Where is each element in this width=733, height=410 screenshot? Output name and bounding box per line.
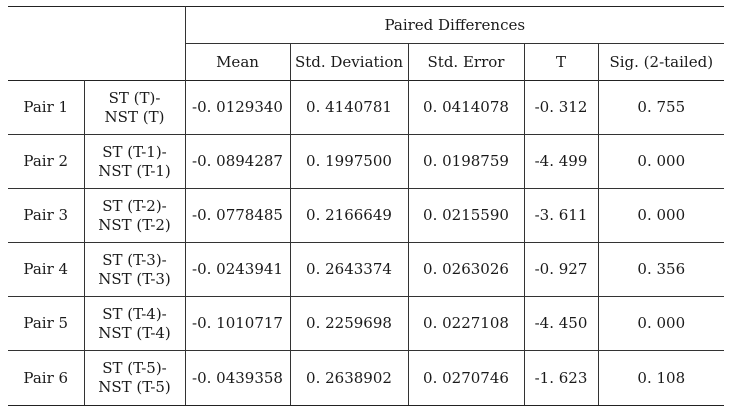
sig-cell: 0. 000 <box>597 188 725 243</box>
pair-description-line1: ST (T)- <box>108 88 161 107</box>
table-row: Pair 3 ST (T-2)- NST (T-2) -0. 0778485 0.… <box>8 188 725 243</box>
pair-label: Pair 2 <box>8 134 85 189</box>
table-row: Pair 5 ST (T-4)- NST (T-4) -0. 1010717 0.… <box>8 296 725 351</box>
pair-description-line1: ST (T-1)- <box>102 142 167 161</box>
mean-cell: -0. 0778485 <box>184 188 291 243</box>
pair-label: Pair 6 <box>8 350 85 406</box>
pair-description: ST (T-4)- NST (T-4) <box>83 296 186 351</box>
table-row: Pair 6 ST (T-5)- NST (T-5) -0. 0439358 0.… <box>8 350 725 406</box>
std-error-cell: 0. 0263026 <box>407 242 525 297</box>
pair-description-line2: NST (T) <box>104 107 165 126</box>
table-header: Paired Differences Mean Std. Deviation S… <box>8 6 725 81</box>
std-deviation-cell: 0. 2166649 <box>289 188 409 243</box>
sig-cell: 0. 000 <box>597 296 725 351</box>
t-cell: -4. 450 <box>523 296 599 351</box>
pair-description-line2: NST (T-3) <box>98 269 171 288</box>
std-error-cell: 0. 0227108 <box>407 296 525 351</box>
column-header-sig: Sig. (2-tailed) <box>597 43 725 81</box>
pair-description-line1: ST (T-2)- <box>102 196 167 215</box>
std-deviation-cell: 0. 1997500 <box>289 134 409 189</box>
pair-description-line1: ST (T-4)- <box>102 304 167 323</box>
std-deviation-cell: 0. 2638902 <box>289 350 409 406</box>
column-header-t: T <box>523 43 599 81</box>
pair-label: Pair 1 <box>8 80 85 135</box>
pair-description: ST (T)- NST (T) <box>83 80 186 135</box>
std-deviation-cell: 0. 4140781 <box>289 80 409 135</box>
sig-cell: 0. 108 <box>597 350 725 406</box>
mean-cell: -0. 0439358 <box>184 350 291 406</box>
sig-cell: 0. 356 <box>597 242 725 297</box>
t-cell: -0. 927 <box>523 242 599 297</box>
pair-description: ST (T-3)- NST (T-3) <box>83 242 186 297</box>
std-error-cell: 0. 0198759 <box>407 134 525 189</box>
sig-cell: 0. 000 <box>597 134 725 189</box>
std-deviation-cell: 0. 2643374 <box>289 242 409 297</box>
table-row: Pair 2 ST (T-1)- NST (T-1) -0. 0894287 0.… <box>8 134 725 189</box>
pair-description-line2: NST (T-2) <box>98 215 171 234</box>
column-header-mean: Mean <box>185 43 291 81</box>
table-row: Pair 4 ST (T-3)- NST (T-3) -0. 0243941 0.… <box>8 242 725 297</box>
pair-description: ST (T-1)- NST (T-1) <box>83 134 186 189</box>
header-row-columns: Mean Std. Deviation Std. Error T Sig. (2… <box>8 43 725 81</box>
mean-cell: -0. 1010717 <box>184 296 291 351</box>
paired-differences-table: Paired Differences Mean Std. Deviation S… <box>8 6 725 406</box>
table-body: Pair 1 ST (T)- NST (T) -0. 0129340 0. 414… <box>8 80 725 406</box>
pair-description-line2: NST (T-1) <box>98 161 171 180</box>
std-error-cell: 0. 0215590 <box>407 188 525 243</box>
t-cell: -1. 623 <box>523 350 599 406</box>
pair-description-line1: ST (T-5)- <box>102 359 167 377</box>
group-title: Paired Differences <box>184 6 725 44</box>
mean-cell: -0. 0894287 <box>184 134 291 189</box>
sig-cell: 0. 755 <box>597 80 725 135</box>
column-header-std-error: Std. Error <box>407 43 525 81</box>
pair-description: ST (T-5)- NST (T-5) <box>83 350 186 406</box>
t-cell: -4. 499 <box>523 134 599 189</box>
mean-cell: -0. 0129340 <box>184 80 291 135</box>
table-row: Pair 1 ST (T)- NST (T) -0. 0129340 0. 414… <box>8 80 725 135</box>
pair-label: Pair 3 <box>8 188 85 243</box>
pair-description: ST (T-2)- NST (T-2) <box>83 188 186 243</box>
column-header-std-deviation: Std. Deviation <box>289 43 409 81</box>
std-error-cell: 0. 0414078 <box>407 80 525 135</box>
mean-cell: -0. 0243941 <box>184 242 291 297</box>
std-error-cell: 0. 0270746 <box>407 350 525 406</box>
t-cell: -0. 312 <box>523 80 599 135</box>
pair-label: Pair 4 <box>8 242 85 297</box>
pair-label: Pair 5 <box>8 296 85 351</box>
t-cell: -3. 611 <box>523 188 599 243</box>
pair-description-line1: ST (T-3)- <box>102 250 167 269</box>
pair-description-line2: NST (T-4) <box>98 323 171 342</box>
pair-description-line2: NST (T-5) <box>98 378 171 396</box>
std-deviation-cell: 0. 2259698 <box>289 296 409 351</box>
header-blank-cell <box>8 6 186 81</box>
header-row-group: Paired Differences <box>8 6 725 81</box>
